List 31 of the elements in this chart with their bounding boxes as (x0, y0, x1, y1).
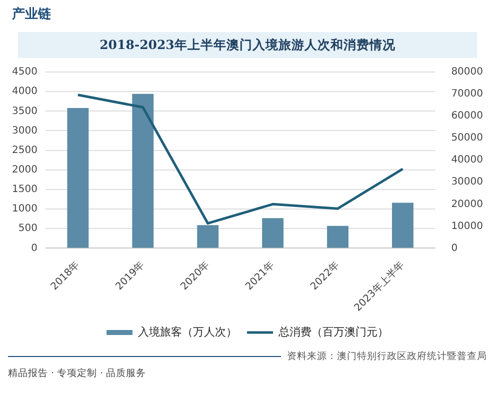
text: 资料来源：澳门特别行政区政府统计暨普查局 (287, 350, 487, 363)
y-tick-label: 0 (31, 242, 38, 254)
bar (67, 108, 89, 248)
bar (197, 225, 219, 248)
y-tick-label: 500 (18, 223, 38, 234)
legend-label: 总消费（百万澳门元） (278, 325, 388, 338)
y2-tick-label: 30000 (451, 176, 483, 188)
bar (327, 226, 348, 248)
y2-tick-label: 40000 (451, 154, 483, 166)
chart-title: 2018-2023年上半年澳门入境旅游人次和消费情况 (100, 36, 396, 54)
legend-label: 入境旅客（万人次） (138, 325, 237, 338)
bar (392, 202, 414, 248)
y-tick-label: 4000 (12, 86, 38, 98)
y-tick-label: 1500 (12, 184, 38, 196)
y2-tick-label: 10000 (451, 220, 483, 232)
y2-tick-label: 0 (451, 242, 458, 254)
y2-tick-label: 70000 (451, 88, 483, 100)
y-tick-label: 1000 (12, 204, 38, 215)
y-tick-label: 3500 (12, 106, 38, 117)
y-tick-label: 4500 (12, 66, 38, 78)
y-tick-label: 3000 (12, 125, 38, 136)
bar (262, 218, 284, 248)
y2-tick-label: 20000 (451, 198, 483, 210)
y2-tick-label: 80000 (451, 66, 483, 78)
text: 精品报告 · 专项定制 · 品质服务 (8, 367, 148, 380)
y-tick-label: 2000 (12, 164, 38, 176)
y-tick-label: 2500 (12, 144, 38, 156)
text: 产业链 (12, 6, 51, 23)
y2-tick-label: 60000 (451, 110, 483, 122)
y2-tick-label: 50000 (451, 132, 483, 144)
bar (132, 94, 154, 248)
